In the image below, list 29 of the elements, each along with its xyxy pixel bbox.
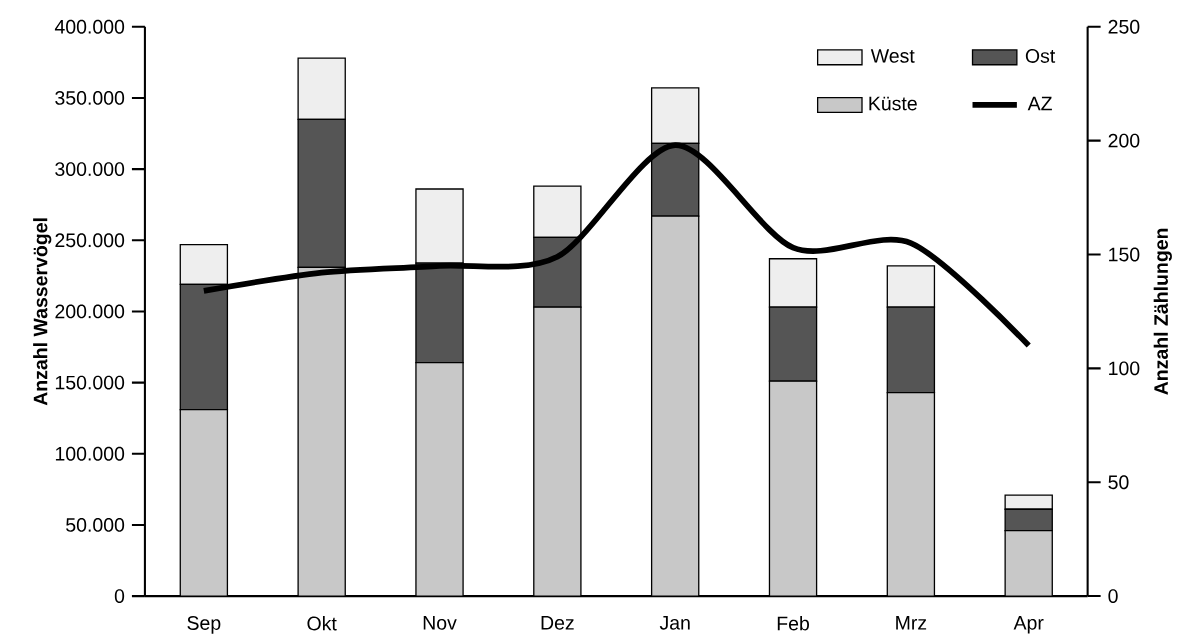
y-tick-label: 350.000: [55, 91, 125, 105]
y-tick-label: 50.000: [66, 518, 125, 532]
legend-label: Küste: [869, 96, 917, 111]
x-tick-label: Nov: [423, 616, 457, 630]
y-tick-label: 200.000: [55, 304, 125, 319]
y-tick-label: 300.000: [55, 162, 125, 177]
legend-label: AZ: [1027, 96, 1052, 111]
x-tick-label: Sep: [187, 616, 221, 634]
y2-tick-label: 100: [1109, 361, 1140, 376]
y-tick-label: 0: [114, 589, 125, 604]
y-tick-label: 250.000: [55, 233, 125, 248]
x-tick-label: Apr: [1013, 616, 1044, 634]
x-tick-label: Feb: [777, 616, 810, 631]
y2-tick-label: 150: [1109, 247, 1140, 262]
legend-label: Ost: [1025, 49, 1056, 63]
y-axis-title: Anzahl Wasservögel: [33, 218, 52, 406]
x-tick-label: Dez: [541, 616, 574, 630]
y-tick-label: 400.000: [54, 19, 125, 34]
x-tick-label: Jan: [659, 616, 690, 630]
x-tick-label: Mrz: [896, 616, 927, 630]
y2-tick-label: 200: [1108, 133, 1140, 148]
y2-tick-label: 0: [1108, 589, 1118, 604]
y2-axis-title: Anzahl Zählungen: [1153, 228, 1172, 395]
y2-tick-label: 250: [1108, 19, 1140, 34]
legend-label: West: [870, 49, 915, 63]
y-tick-label: 150.000: [55, 375, 125, 390]
y2-tick-label: 50: [1108, 475, 1129, 490]
y-tick-label: 100.000: [55, 446, 125, 461]
x-tick-label: Okt: [307, 616, 337, 631]
